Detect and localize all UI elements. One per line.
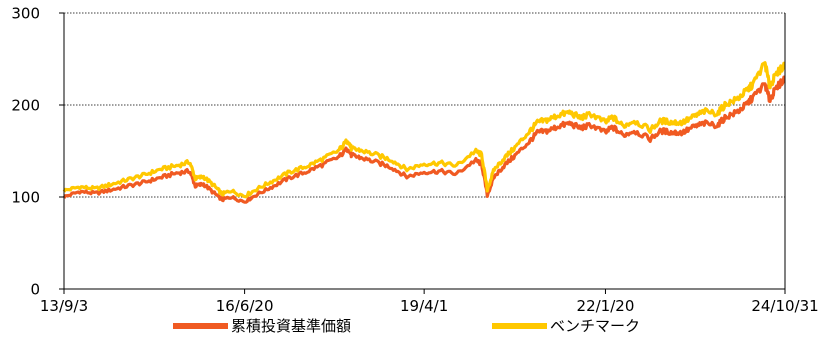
legend: 累積投資基準価額 ベンチマーク xyxy=(173,317,640,335)
y-tick-label-300: 300 xyxy=(11,5,40,23)
x-tick-label-4: 24/10/31 xyxy=(751,297,818,315)
series-line-1 xyxy=(62,61,786,199)
x-tick-labels: 13/9/3 16/6/20 19/4/1 22/1/20 24/10/31 xyxy=(40,297,819,315)
gridlines xyxy=(64,12,785,198)
x-tick-label-2: 19/4/1 xyxy=(400,297,448,315)
series-lines xyxy=(62,61,786,204)
y-tick-label-200: 200 xyxy=(11,97,40,115)
legend-label-0: 累積投資基準価額 xyxy=(231,317,351,335)
y-tick-label-100: 100 xyxy=(11,189,40,207)
x-tick-label-3: 22/1/20 xyxy=(577,297,635,315)
axes xyxy=(59,12,786,294)
series-line-0 xyxy=(62,75,786,204)
legend-label-1: ベンチマーク xyxy=(550,317,640,335)
x-tick-label-0: 13/9/3 xyxy=(40,297,88,315)
y-tick-label-0: 0 xyxy=(30,281,40,299)
y-tick-labels: 0 100 200 300 xyxy=(11,5,40,299)
x-tick-label-1: 16/6/20 xyxy=(216,297,274,315)
